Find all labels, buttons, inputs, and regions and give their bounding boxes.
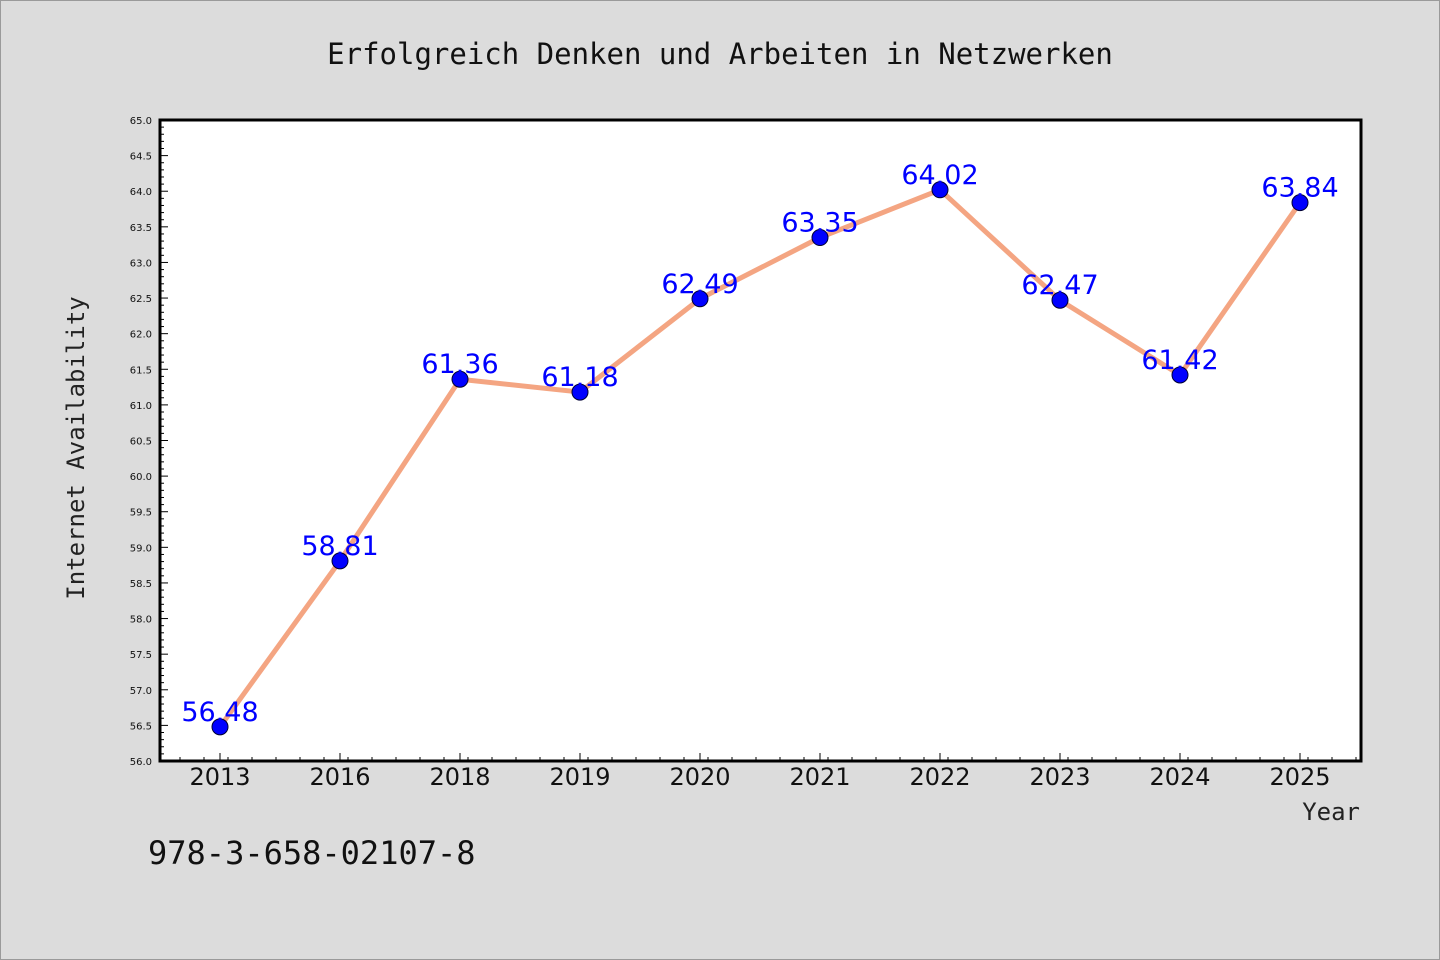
data-labels: 56.48 58.81 61.36 61.18 62.49 63.35 64.02 62.47… [181,160,1338,728]
y-tick-label: 57.5 [130,650,152,661]
y-tick-label: 60.0 [130,472,152,483]
data-label-2020: 62.49 [661,269,738,300]
data-label-2019: 61.18 [541,362,618,393]
x-axis: 2013 2016 2018 2019 2020 2021 2022 2023 2024 2025 [179,753,1357,791]
data-label-2013: 56.48 [181,697,258,728]
data-markers [211,181,1309,736]
y-tick-label: 64.0 [130,187,152,198]
y-tick-label: 64.5 [130,152,152,163]
x-tick-label: 2024 [1149,763,1210,791]
x-tick-label: 2018 [429,763,490,791]
x-tick-label: 2013 [189,763,250,791]
data-point-2021 [811,229,829,247]
y-tick-label: 58.0 [130,615,152,626]
y-tick-label: 61.0 [130,401,152,412]
y-tick-label: 59.5 [130,508,152,519]
y-tick-label: 63.0 [130,258,152,269]
data-label-2023: 62.47 [1021,270,1098,301]
data-point-2024 [1171,366,1189,384]
data-point-2022 [931,181,949,199]
data-point-2016 [331,552,349,570]
series-line [217,187,1303,730]
x-tick-label: 2020 [669,763,730,791]
data-label-2024: 61.42 [1141,345,1218,376]
y-axis-label: Internet Availability [62,296,90,599]
y-tick-label: 62.0 [130,330,152,341]
x-tick-label: 2023 [1029,763,1090,791]
data-point-2013 [211,718,229,736]
x-tick-label: 2019 [549,763,610,791]
x-tick-label: 2022 [909,763,970,791]
data-label-2016: 58.81 [301,531,378,562]
y-tick-label: 57.0 [130,686,152,697]
data-point-2020 [691,290,709,308]
data-label-2025: 63.84 [1261,173,1338,204]
y-tick-label: 58.5 [130,579,152,590]
series-line-group [217,187,1303,730]
x-tick-label: 2025 [1269,763,1330,791]
data-point-2019 [571,383,589,401]
x-tick-label: 2016 [309,763,370,791]
data-label-2018: 61.36 [421,349,498,380]
data-label-2022: 64.02 [901,160,978,191]
y-tick-label: 62.5 [130,294,152,305]
y-tick-label: 56.0 [130,757,152,768]
y-tick-label: 65.0 [130,116,152,127]
isbn-footer: 978-3-658-02107-8 [148,834,476,872]
y-tick-label: 59.0 [130,543,152,554]
y-axis: 56.0 56.5 57.0 57.5 58.0 58.5 59.0 59.5 60.0 60.5… [130,116,168,768]
chart-title: Erfolgreich Denken und Arbeiten in Netzw… [327,37,1113,71]
x-axis-label: Year [1302,798,1360,826]
data-point-2025 [1291,194,1309,212]
plot-area [158,118,1363,763]
data-point-2023 [1051,291,1069,309]
x-tick-label: 2021 [789,763,850,791]
y-tick-label: 63.5 [130,223,152,234]
data-label-2021: 63.35 [781,208,858,239]
y-tick-label: 56.5 [130,721,152,732]
data-point-2018 [451,370,469,388]
y-tick-label: 60.5 [130,437,152,448]
y-tick-label: 61.5 [130,365,152,376]
